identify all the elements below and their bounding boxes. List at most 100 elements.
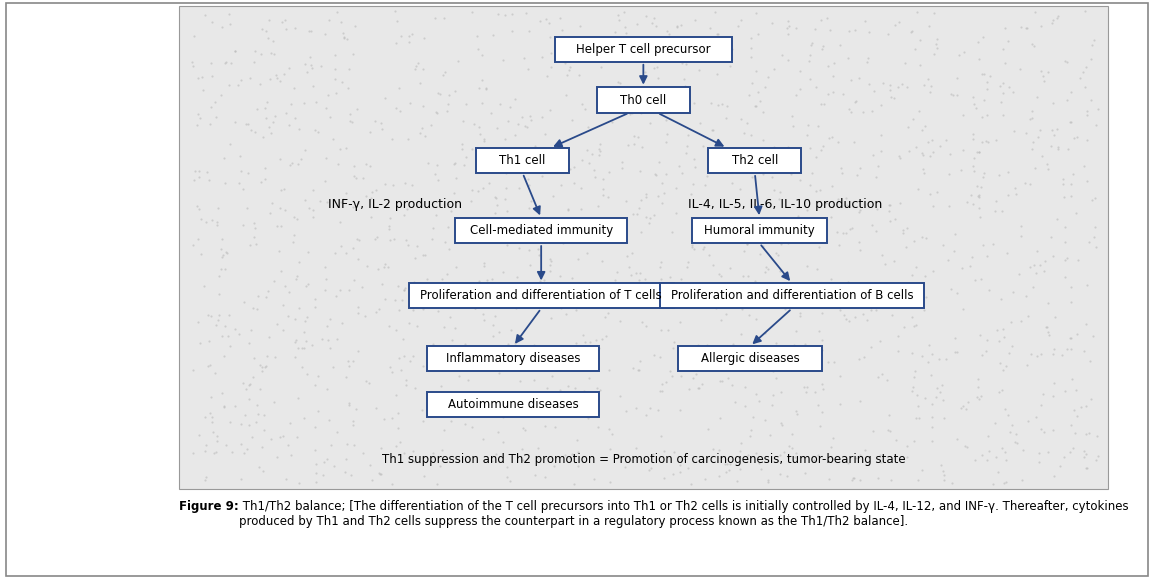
Point bbox=[414, 64, 433, 74]
Point bbox=[399, 38, 418, 47]
Point bbox=[944, 247, 962, 256]
Point bbox=[882, 200, 900, 210]
Point bbox=[780, 21, 799, 31]
Point bbox=[201, 119, 219, 129]
Point bbox=[383, 479, 402, 488]
Point bbox=[190, 204, 209, 214]
Point bbox=[999, 83, 1018, 92]
Point bbox=[707, 30, 726, 39]
Point bbox=[670, 468, 689, 477]
Point bbox=[589, 201, 607, 211]
Point bbox=[399, 31, 418, 41]
Point bbox=[908, 184, 927, 193]
Point bbox=[403, 181, 421, 190]
Point bbox=[672, 274, 690, 283]
Point bbox=[629, 365, 647, 375]
Point bbox=[202, 393, 220, 402]
Point bbox=[799, 120, 817, 130]
Point bbox=[406, 254, 425, 263]
Point bbox=[1061, 333, 1079, 342]
Point bbox=[735, 128, 754, 137]
Point bbox=[916, 121, 935, 130]
Point bbox=[675, 75, 694, 84]
Point bbox=[631, 357, 650, 366]
Point bbox=[205, 448, 224, 457]
Point bbox=[1024, 145, 1042, 154]
Point bbox=[349, 255, 367, 264]
Point bbox=[756, 267, 774, 277]
Point bbox=[383, 180, 402, 189]
Point bbox=[809, 327, 827, 336]
Point bbox=[474, 136, 493, 145]
Point bbox=[391, 107, 410, 116]
Point bbox=[212, 331, 231, 340]
Point bbox=[707, 303, 726, 313]
Point bbox=[1049, 11, 1067, 20]
Point bbox=[754, 170, 772, 179]
Point bbox=[342, 109, 360, 119]
Point bbox=[807, 82, 825, 91]
Point bbox=[430, 89, 449, 98]
Point bbox=[668, 22, 687, 31]
Point bbox=[867, 172, 885, 181]
Point bbox=[875, 260, 893, 269]
Point bbox=[256, 103, 275, 112]
Point bbox=[833, 90, 852, 99]
Point bbox=[829, 137, 847, 146]
Point bbox=[499, 206, 517, 215]
Point bbox=[965, 153, 983, 163]
Point bbox=[904, 114, 922, 123]
Point bbox=[317, 454, 336, 463]
Point bbox=[185, 31, 203, 41]
Point bbox=[486, 208, 504, 217]
Point bbox=[414, 101, 433, 111]
Point bbox=[463, 8, 481, 17]
Point bbox=[426, 292, 444, 302]
Point bbox=[841, 225, 860, 234]
Point bbox=[280, 160, 299, 170]
Point bbox=[590, 151, 608, 160]
Point bbox=[867, 227, 885, 236]
Point bbox=[598, 331, 616, 340]
Point bbox=[743, 78, 762, 87]
Point bbox=[801, 181, 819, 190]
Point bbox=[913, 233, 931, 242]
Point bbox=[1044, 15, 1063, 24]
Point bbox=[226, 46, 245, 56]
Point bbox=[344, 243, 362, 252]
Point bbox=[891, 153, 909, 163]
Point bbox=[717, 299, 735, 309]
Point bbox=[1044, 345, 1063, 354]
Point bbox=[790, 308, 809, 317]
Point bbox=[971, 330, 989, 339]
Point bbox=[854, 310, 872, 319]
Point bbox=[733, 305, 751, 314]
Point bbox=[1034, 427, 1052, 437]
Point bbox=[202, 58, 220, 67]
Point bbox=[328, 335, 346, 344]
Point bbox=[750, 250, 769, 259]
Point bbox=[540, 296, 559, 305]
Point bbox=[444, 159, 463, 168]
Point bbox=[466, 236, 485, 245]
Bar bbox=[679, 346, 822, 371]
Point bbox=[304, 340, 322, 349]
Point bbox=[335, 195, 353, 204]
Point bbox=[779, 29, 797, 38]
Point bbox=[339, 65, 358, 74]
Point bbox=[974, 172, 992, 181]
Point bbox=[231, 474, 249, 483]
Point bbox=[541, 256, 560, 266]
Point bbox=[923, 423, 942, 432]
Point bbox=[1062, 179, 1080, 189]
Point bbox=[1088, 104, 1107, 113]
Point bbox=[253, 24, 271, 34]
Point bbox=[510, 376, 529, 386]
Point bbox=[339, 401, 358, 410]
Point bbox=[1077, 430, 1095, 439]
Point bbox=[428, 108, 447, 118]
Point bbox=[421, 280, 440, 289]
Point bbox=[743, 412, 762, 422]
Point bbox=[382, 367, 400, 376]
Point bbox=[261, 209, 279, 218]
